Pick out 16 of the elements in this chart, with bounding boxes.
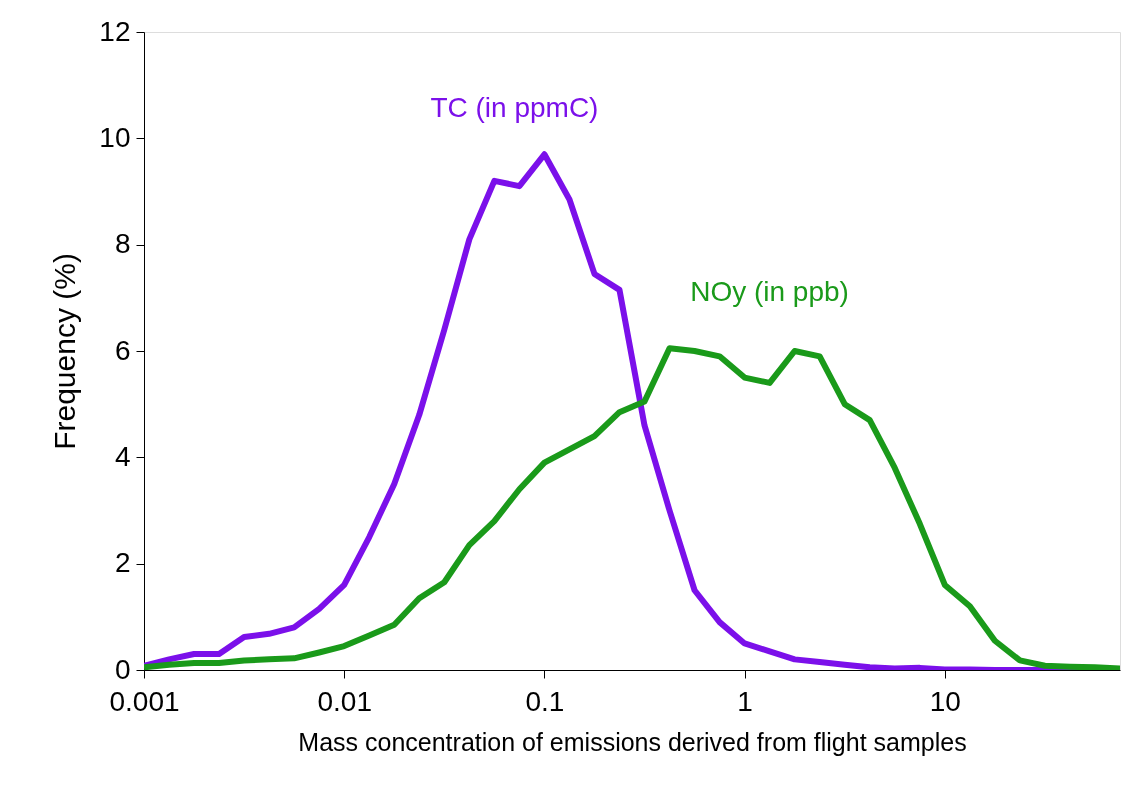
x-axis-title: Mass concentration of emissions derived from flight samples: [298, 727, 967, 756]
x-tick-label: 0.01: [317, 685, 372, 717]
y-tick-label: 10: [99, 121, 131, 153]
series-label: TC (in ppmC): [430, 92, 599, 124]
x-tick-label: 0.001: [109, 685, 180, 717]
x-tick-label: 10: [929, 685, 961, 717]
y-axis-title: Frequency (%): [48, 253, 82, 450]
y-tick-label: 0: [114, 653, 131, 685]
y-tick-label: 2: [114, 547, 131, 579]
y-tick-label: 6: [114, 334, 131, 366]
x-tick-label: 1: [737, 685, 753, 717]
y-tick-label: 4: [114, 440, 131, 472]
y-tick-label: 12: [99, 15, 131, 47]
x-tick-label: 0.1: [525, 685, 565, 717]
series-label: NOy (in ppb): [690, 276, 849, 308]
y-tick-label: 8: [114, 228, 131, 260]
